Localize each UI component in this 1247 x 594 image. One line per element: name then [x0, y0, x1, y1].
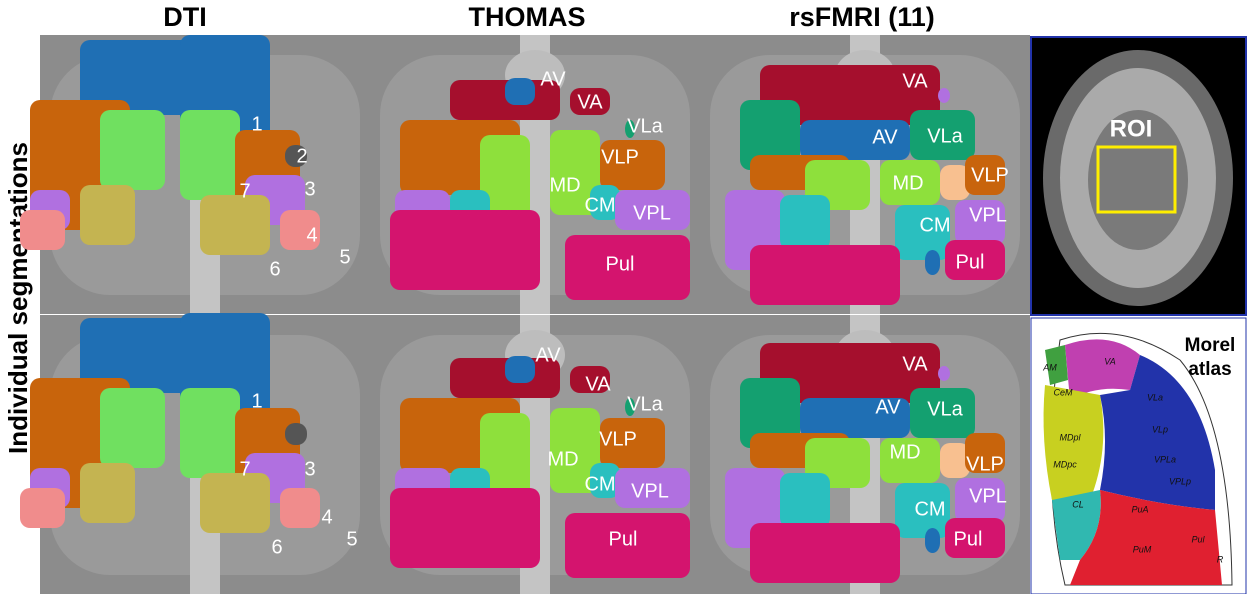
segment	[750, 523, 900, 583]
segment	[100, 388, 165, 468]
region-label: VLa	[927, 398, 963, 420]
atlas-label: CL	[1072, 499, 1084, 509]
segment	[925, 250, 940, 275]
region-label: 2	[296, 145, 307, 167]
region-label: VA	[902, 70, 928, 92]
region-label: 5	[339, 246, 350, 268]
region-label: VA	[902, 353, 928, 375]
segment	[200, 473, 270, 533]
region-md	[1044, 385, 1104, 500]
region-label: 7	[239, 180, 250, 202]
region-label: VLa	[627, 115, 663, 137]
region-label: CM	[914, 498, 945, 520]
atlas-title: Morel	[1185, 335, 1236, 356]
atlas-label: MDpl	[1059, 432, 1081, 442]
segment	[505, 78, 535, 105]
region-label: Pul	[956, 251, 985, 273]
segment	[80, 463, 135, 523]
region-label: CM	[584, 194, 615, 216]
region-label: 4	[321, 506, 332, 528]
region-label: 6	[271, 536, 282, 558]
atlas-label: PuM	[1133, 544, 1152, 554]
region-label: VA	[585, 373, 611, 395]
region-label: VPL	[631, 480, 669, 502]
region-label: VPL	[969, 204, 1007, 226]
region-label: 1	[251, 113, 262, 135]
atlas-label: VPLp	[1169, 476, 1191, 486]
region-label: 6	[269, 258, 280, 280]
atlas-label: Pul	[1191, 534, 1205, 544]
segment	[505, 356, 535, 383]
region-label: 7	[239, 458, 250, 480]
region-label: CM	[584, 473, 615, 495]
region-label: VLa	[927, 125, 963, 147]
segment	[80, 185, 135, 245]
segment	[938, 366, 950, 381]
segment	[285, 423, 307, 445]
region-label: 4	[306, 224, 317, 246]
region-label: VA	[577, 91, 603, 113]
column-header: rsFMRI (11)	[789, 2, 935, 32]
atlas-label: PuA	[1131, 504, 1148, 514]
segment	[925, 528, 940, 553]
region-label: Pul	[954, 528, 983, 550]
region-label: MD	[547, 448, 578, 470]
segment	[780, 473, 830, 528]
segment	[200, 195, 270, 255]
segment	[180, 388, 240, 478]
roi-label: ROI	[1110, 115, 1153, 142]
segment	[780, 195, 830, 250]
segment	[100, 110, 165, 190]
region-label: VLP	[601, 146, 639, 168]
atlas-label: VLp	[1152, 424, 1168, 434]
region-label: 3	[304, 458, 315, 480]
region-label: Pul	[606, 253, 635, 275]
segment	[180, 110, 240, 200]
segment	[750, 245, 900, 305]
region-label: AV	[875, 396, 901, 418]
figure: DTI THOMAS rsFMRI (11) Individual segmen…	[0, 0, 1247, 594]
atlas-title: atlas	[1188, 359, 1231, 380]
segment	[390, 210, 540, 290]
column-header: THOMAS	[469, 2, 586, 32]
column-header: DTI	[163, 2, 207, 32]
atlas-label: R	[1217, 554, 1224, 564]
region-label: MD	[889, 441, 920, 463]
atlas-label: AM	[1042, 362, 1057, 372]
region-label: 1	[251, 390, 262, 412]
atlas-label: CeM	[1053, 387, 1073, 397]
region-label: VLP	[971, 164, 1009, 186]
region-label: Pul	[609, 528, 638, 550]
atlas-label: VA	[1104, 356, 1116, 366]
region-label: MD	[549, 174, 580, 196]
atlas-label: MDpc	[1053, 459, 1077, 469]
segment	[20, 488, 65, 528]
region-label: VLP	[966, 453, 1004, 475]
region-label: VLa	[627, 393, 663, 415]
region-label: CM	[919, 214, 950, 236]
region-label: VPL	[969, 485, 1007, 507]
region-label: AV	[872, 126, 898, 148]
segment	[938, 88, 950, 103]
segment	[280, 488, 320, 528]
region-label: VLP	[599, 428, 637, 450]
segment	[20, 210, 65, 250]
region-label: AV	[540, 68, 566, 90]
row-label: Individual segmentations	[3, 142, 33, 454]
region-label: AV	[535, 344, 561, 366]
mri-roi-panel: ROI	[1031, 37, 1246, 315]
atlas-panel: AM VA CeM VLa MDpl VLp MDpc VPLa VPLp CL PuA Pul PuM…	[1031, 318, 1246, 594]
segment	[390, 488, 540, 568]
region-label: VPL	[633, 202, 671, 224]
region-label: 3	[304, 178, 315, 200]
atlas-label: VLa	[1147, 392, 1163, 402]
region-label: MD	[892, 172, 923, 194]
region-label: 5	[346, 528, 357, 550]
atlas-label: VPLa	[1154, 454, 1176, 464]
